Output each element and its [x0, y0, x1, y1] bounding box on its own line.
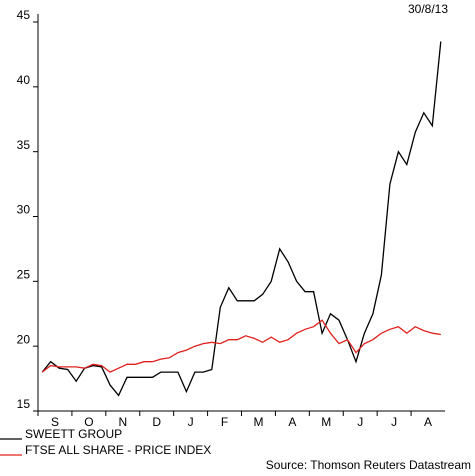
- y-tick-label: 15: [17, 397, 31, 411]
- y-tick-label: 25: [17, 268, 31, 282]
- x-tick-label: J: [188, 415, 194, 429]
- y-tick-label: 35: [17, 138, 31, 152]
- x-tick-label: O: [84, 415, 93, 429]
- y-tick-label: 40: [17, 73, 31, 87]
- x-tick-label: A: [288, 415, 296, 429]
- x-tick-label: S: [51, 415, 59, 429]
- y-tick-label: 30: [17, 203, 31, 217]
- x-tick-label: M: [253, 415, 263, 429]
- y-tick-label: 45: [17, 8, 31, 22]
- series-line: [41, 319, 441, 373]
- x-tick-label: N: [118, 415, 127, 429]
- x-tick-label: M: [321, 415, 331, 429]
- date-label: 30/8/13: [408, 2, 448, 16]
- legend-label: SWEETT GROUP: [25, 427, 122, 441]
- x-tick-label: A: [424, 415, 432, 429]
- x-tick-label: F: [221, 415, 228, 429]
- x-tick-label: D: [152, 415, 161, 429]
- x-tick-label: J: [391, 415, 397, 429]
- source: Source: Thomson Reuters Datastream: [266, 458, 471, 472]
- x-tick-label: J: [357, 415, 363, 429]
- y-tick-label: 20: [17, 332, 31, 346]
- legend-label: FTSE ALL SHARE - PRICE INDEX: [25, 443, 211, 457]
- series-line: [41, 41, 442, 397]
